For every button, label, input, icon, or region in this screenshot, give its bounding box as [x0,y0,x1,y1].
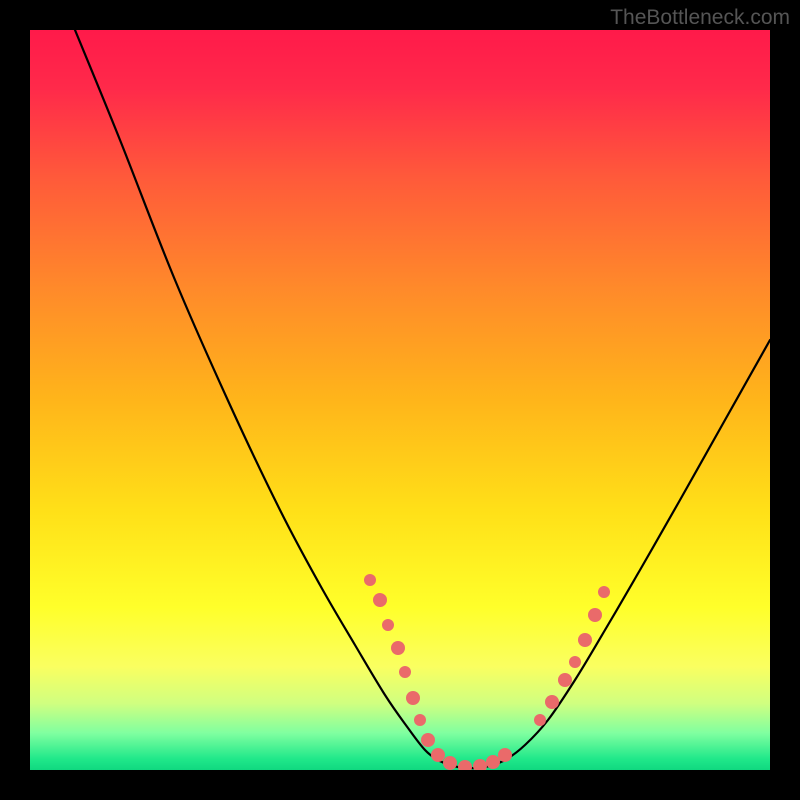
marker-dot [545,695,559,709]
marker-dot [373,593,387,607]
marker-dot [391,641,405,655]
marker-dot [558,673,572,687]
marker-dot [364,574,376,586]
marker-dot [431,748,445,762]
watermark-text: TheBottleneck.com [610,6,790,30]
bottleneck-chart [0,0,800,800]
marker-dot [598,586,610,598]
marker-dot [498,748,512,762]
marker-dot [569,656,581,668]
marker-dot [443,756,457,770]
marker-dot [421,733,435,747]
marker-dot [578,633,592,647]
gradient-background [30,30,770,770]
marker-dot [534,714,546,726]
marker-dot [399,666,411,678]
marker-dot [486,755,500,769]
marker-dot [588,608,602,622]
marker-dot [414,714,426,726]
marker-dot [406,691,420,705]
chart-root: TheBottleneck.com [0,0,800,800]
marker-dot [382,619,394,631]
